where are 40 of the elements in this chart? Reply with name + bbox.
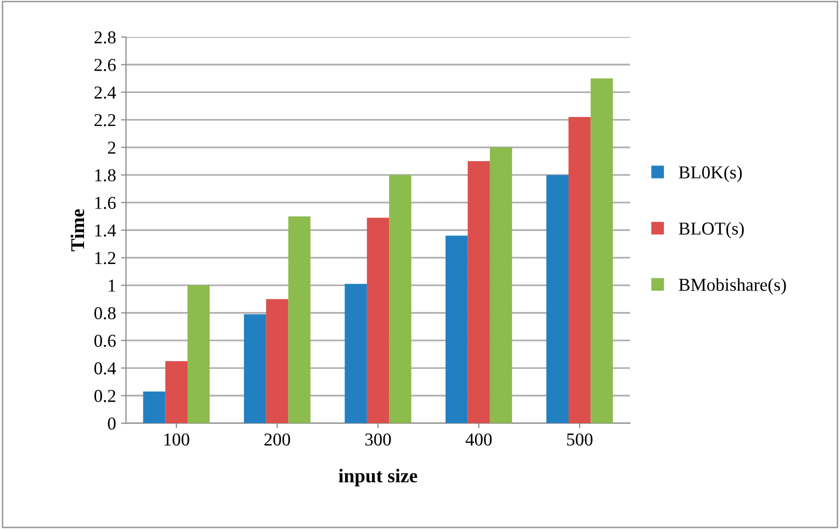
x-axis-title: input size: [338, 468, 418, 486]
y-tick-label: 2: [108, 142, 116, 154]
legend-label: BL0K(s): [678, 166, 742, 182]
legend-label: BLOT(s): [678, 222, 744, 238]
x-tick-label: 300: [365, 433, 391, 446]
y-tick-label: 2.2: [94, 114, 116, 126]
bar: [366, 218, 390, 424]
y-tick-label: 1.4: [95, 224, 116, 237]
y-tick-label: 0: [108, 417, 116, 430]
bar: [389, 174, 412, 424]
bar: [244, 314, 266, 424]
x-tick-label: 100: [164, 433, 190, 446]
x-tick-label: 500: [567, 433, 592, 446]
y-tick-label: 0.8: [94, 307, 116, 320]
y-tick-label: 1: [108, 280, 116, 292]
y-tick-label: 0.4: [94, 362, 116, 375]
x-tick-label: 200: [264, 433, 290, 446]
bar: [568, 117, 591, 424]
bar: [288, 216, 310, 424]
y-tick-label: 0.2: [94, 390, 116, 402]
x-tick-label: 400: [466, 433, 492, 446]
y-tick-label: 2.6: [94, 58, 116, 72]
bar: [446, 236, 468, 424]
bar: [468, 161, 490, 424]
y-axis-title: Time: [70, 209, 84, 252]
y-tick-label: 1.6: [95, 196, 116, 210]
bar: [266, 299, 288, 424]
bar: [165, 361, 188, 424]
bar: [187, 285, 210, 424]
y-tick-label: 1.8: [95, 169, 116, 182]
bar: [546, 174, 569, 424]
legend-label: BMobishare(s): [678, 278, 786, 295]
bar: [490, 147, 512, 424]
y-tick-label: 1.2: [95, 252, 116, 264]
bar: [143, 391, 166, 424]
bar: [590, 78, 613, 424]
y-tick-label: 2.4: [94, 86, 116, 99]
bar: [344, 284, 367, 424]
y-tick-label: 0.6: [94, 334, 116, 347]
y-tick-label: 2.8: [94, 31, 116, 44]
